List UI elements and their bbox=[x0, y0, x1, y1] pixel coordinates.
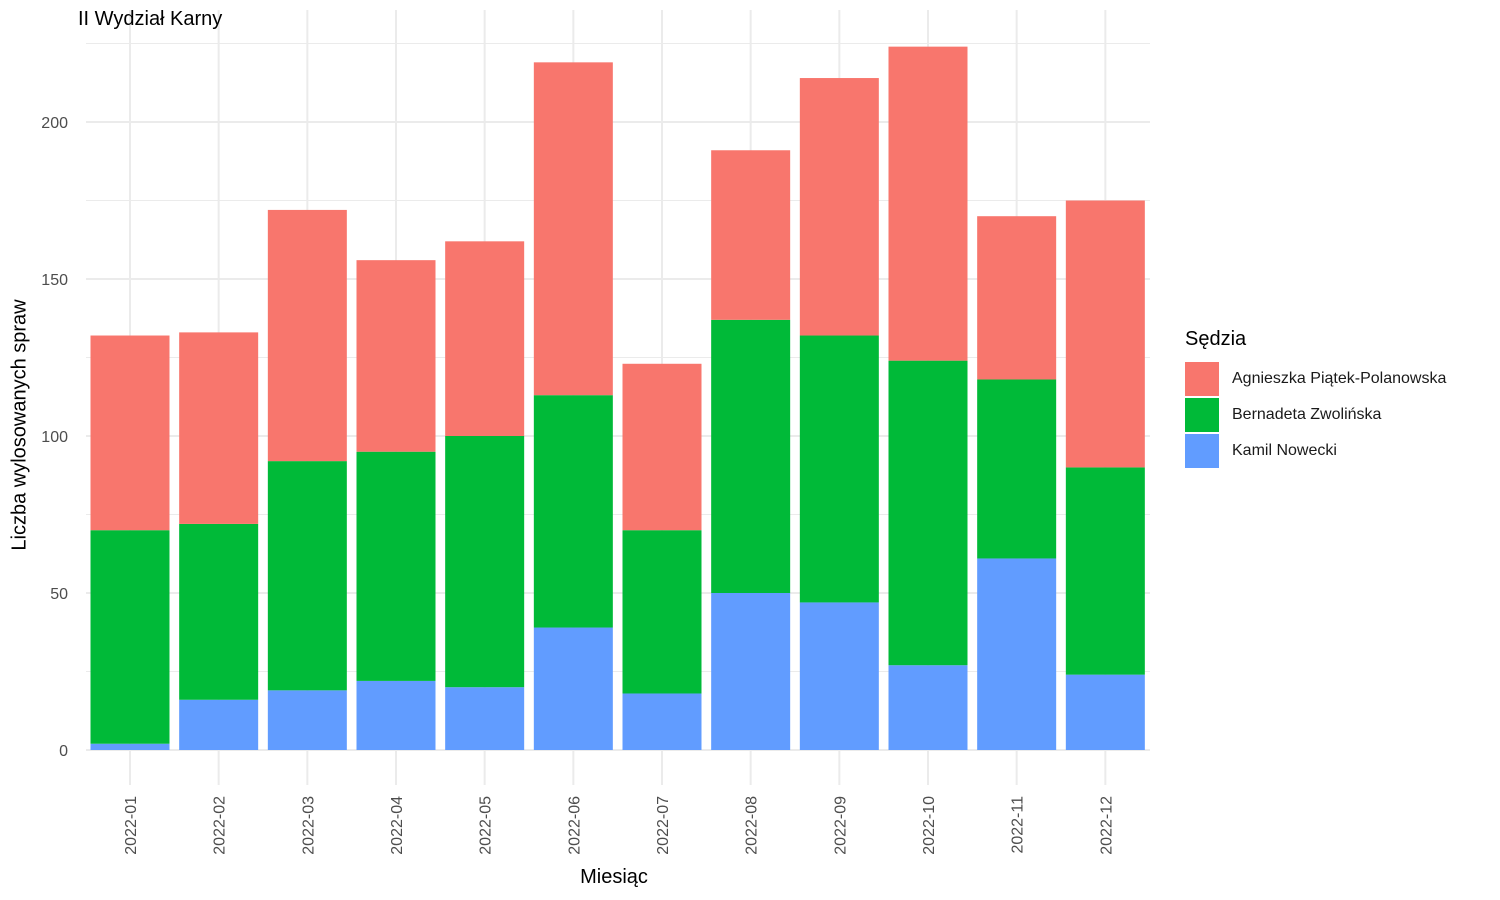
bar-segment bbox=[799, 602, 879, 750]
bar-segment bbox=[711, 593, 791, 750]
chart-title: II Wydział Karny bbox=[78, 8, 223, 30]
bar-segment bbox=[445, 241, 525, 436]
legend-label: Bernadeta Zwolińska bbox=[1232, 406, 1382, 423]
bar-segment bbox=[267, 690, 347, 750]
bar-segment bbox=[1065, 467, 1145, 675]
bar-segment bbox=[533, 62, 613, 396]
bar-segment bbox=[888, 360, 968, 666]
bar-segment bbox=[888, 46, 968, 361]
legend-item: Bernadeta Zwolińska bbox=[1185, 397, 1446, 433]
x-tick-label: 2022-02 bbox=[212, 796, 229, 855]
bar-segment bbox=[977, 379, 1057, 559]
bar-segment bbox=[533, 627, 613, 750]
x-tick-label: 2022-06 bbox=[566, 796, 583, 855]
y-tick-label: 0 bbox=[59, 743, 68, 760]
bars bbox=[90, 46, 1145, 750]
bar-segment bbox=[90, 743, 170, 750]
bar-segment bbox=[90, 335, 170, 531]
bar-segment bbox=[356, 680, 436, 750]
legend-label: Kamil Nowecki bbox=[1232, 442, 1337, 459]
bar-segment bbox=[179, 523, 259, 700]
bar-segment bbox=[179, 332, 259, 524]
x-axis-ticks: 2022-01 2022-02 2022-03 2022-04 2022-05 2022-… bbox=[123, 796, 1115, 855]
bar-segment bbox=[533, 395, 613, 628]
bar-segment bbox=[622, 693, 702, 750]
bar-segment bbox=[179, 699, 259, 750]
bar-segment bbox=[799, 78, 879, 336]
legend-key bbox=[1185, 398, 1219, 432]
y-tick-label: 50 bbox=[50, 586, 68, 603]
bar-segment bbox=[1065, 674, 1145, 750]
bar-segment bbox=[445, 687, 525, 750]
legend: Sędzia Agnieszka Piątek-Polanowska Bernad… bbox=[1185, 328, 1446, 469]
bar-segment bbox=[888, 665, 968, 750]
x-tick-label: 2022-07 bbox=[655, 796, 672, 855]
bar-segment bbox=[622, 530, 702, 694]
bar-segment bbox=[799, 335, 879, 603]
bar-segment bbox=[90, 530, 170, 744]
bar-segment bbox=[711, 319, 791, 593]
y-tick-label: 100 bbox=[41, 429, 68, 446]
bar-segment bbox=[977, 216, 1057, 380]
y-axis-ticks: 0 50 100 150 200 bbox=[41, 115, 68, 760]
legend-items: Agnieszka Piątek-Polanowska Bernadeta Zwo… bbox=[1185, 361, 1446, 469]
y-tick-label: 200 bbox=[41, 115, 68, 132]
bar-segment bbox=[445, 436, 525, 688]
x-tick-label: 2022-08 bbox=[744, 796, 761, 855]
x-tick-label: 2022-12 bbox=[1098, 796, 1115, 855]
legend-label: Agnieszka Piątek-Polanowska bbox=[1232, 370, 1447, 387]
bar-segment bbox=[977, 558, 1057, 750]
x-tick-label: 2022-01 bbox=[123, 796, 140, 855]
legend-item: Kamil Nowecki bbox=[1185, 433, 1446, 469]
bar-segment bbox=[267, 209, 347, 462]
y-axis-label: Liczba wylosowanych spraw bbox=[8, 299, 31, 551]
bar-segment bbox=[1065, 200, 1145, 468]
x-tick-label: 2022-04 bbox=[389, 796, 406, 855]
bar-segment bbox=[622, 363, 702, 531]
x-tick-label: 2022-03 bbox=[300, 796, 317, 855]
bar-segment bbox=[356, 451, 436, 681]
x-tick-label: 2022-09 bbox=[832, 796, 849, 855]
bar-segment bbox=[267, 461, 347, 691]
legend-item: Agnieszka Piątek-Polanowska bbox=[1185, 361, 1446, 397]
y-tick-label: 150 bbox=[41, 272, 68, 289]
x-axis-label: Miesiąc bbox=[580, 866, 648, 888]
legend-title: Sędzia bbox=[1185, 328, 1247, 350]
legend-key bbox=[1185, 362, 1219, 396]
legend-key bbox=[1185, 434, 1219, 468]
bar-segment bbox=[711, 150, 791, 320]
x-tick-label: 2022-05 bbox=[478, 796, 495, 855]
bar-segment bbox=[356, 260, 436, 452]
x-tick-label: 2022-11 bbox=[1010, 796, 1027, 854]
x-tick-label: 2022-10 bbox=[921, 796, 938, 855]
